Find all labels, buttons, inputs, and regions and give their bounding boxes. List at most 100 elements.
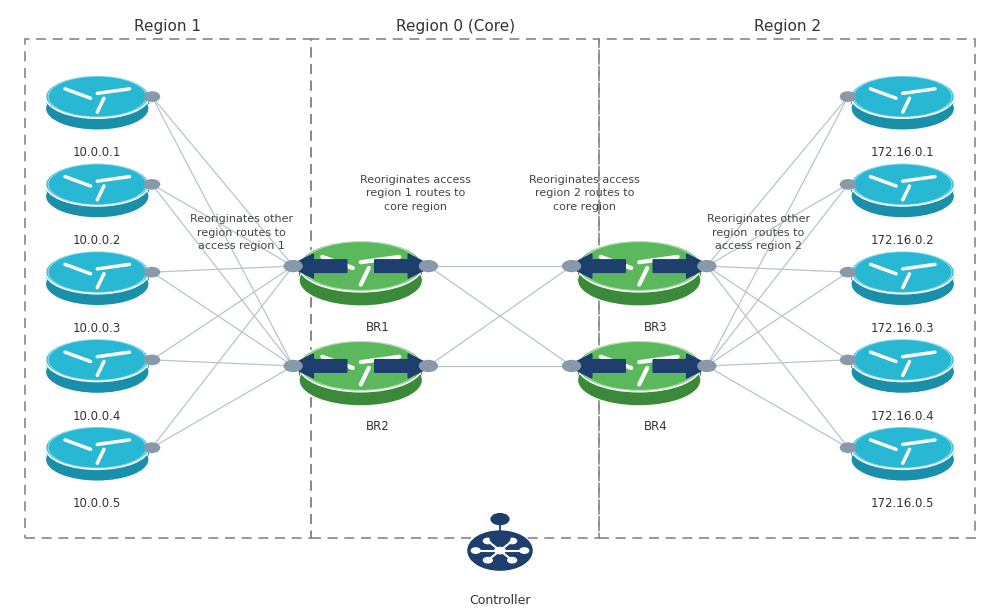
Ellipse shape (851, 426, 954, 469)
Circle shape (563, 360, 581, 371)
Circle shape (840, 267, 856, 276)
Polygon shape (375, 354, 432, 378)
Ellipse shape (851, 175, 954, 218)
Circle shape (468, 531, 532, 570)
Text: 172.16.0.4: 172.16.0.4 (871, 409, 935, 422)
Ellipse shape (46, 163, 149, 206)
Circle shape (840, 356, 856, 365)
Polygon shape (653, 354, 711, 378)
FancyBboxPatch shape (46, 97, 149, 109)
Text: BR4: BR4 (644, 421, 668, 433)
FancyBboxPatch shape (46, 447, 149, 460)
Text: Region 2: Region 2 (754, 19, 821, 34)
Text: Reoriginates access
region 1 routes to
core region: Reoriginates access region 1 routes to c… (360, 175, 471, 212)
Ellipse shape (46, 262, 149, 305)
Ellipse shape (851, 163, 954, 206)
Polygon shape (653, 254, 711, 278)
Ellipse shape (851, 350, 954, 394)
FancyBboxPatch shape (851, 185, 954, 196)
Ellipse shape (46, 426, 149, 469)
FancyBboxPatch shape (851, 360, 954, 371)
Circle shape (483, 538, 492, 544)
Circle shape (419, 360, 437, 371)
Ellipse shape (578, 254, 701, 306)
FancyBboxPatch shape (851, 447, 954, 460)
Ellipse shape (851, 75, 954, 118)
Ellipse shape (46, 350, 149, 394)
Polygon shape (568, 354, 625, 378)
Circle shape (698, 360, 716, 371)
Circle shape (495, 547, 505, 554)
Circle shape (284, 261, 302, 272)
Text: 172.16.0.1: 172.16.0.1 (871, 147, 935, 159)
Ellipse shape (851, 251, 954, 294)
Text: Reoriginates access
region 2 routes to
core region: Reoriginates access region 2 routes to c… (529, 175, 640, 212)
Ellipse shape (851, 87, 954, 130)
Ellipse shape (46, 87, 149, 130)
Text: 10.0.0.1: 10.0.0.1 (73, 147, 121, 159)
Polygon shape (289, 354, 347, 378)
Text: Region 1: Region 1 (134, 19, 201, 34)
FancyBboxPatch shape (299, 366, 422, 380)
FancyBboxPatch shape (299, 266, 422, 280)
Ellipse shape (578, 240, 701, 292)
Ellipse shape (46, 338, 149, 381)
Ellipse shape (851, 438, 954, 481)
FancyBboxPatch shape (851, 272, 954, 284)
Circle shape (840, 180, 856, 189)
Polygon shape (289, 254, 347, 278)
Text: 10.0.0.2: 10.0.0.2 (73, 234, 121, 247)
Text: 172.16.0.2: 172.16.0.2 (871, 234, 935, 247)
Ellipse shape (578, 354, 701, 406)
Circle shape (490, 533, 510, 544)
Ellipse shape (851, 262, 954, 305)
Circle shape (144, 443, 160, 452)
Circle shape (840, 92, 856, 101)
Circle shape (698, 261, 716, 272)
Ellipse shape (46, 175, 149, 218)
Text: Region 0 (Core): Region 0 (Core) (396, 19, 515, 34)
Ellipse shape (299, 340, 422, 392)
Ellipse shape (851, 338, 954, 381)
Text: 10.0.0.5: 10.0.0.5 (73, 497, 121, 510)
FancyBboxPatch shape (578, 366, 701, 380)
Polygon shape (375, 254, 432, 278)
Text: 10.0.0.4: 10.0.0.4 (73, 409, 121, 422)
Text: Reoriginates other
region  routes to
access region 2: Reoriginates other region routes to acce… (707, 214, 810, 251)
FancyBboxPatch shape (578, 266, 701, 280)
Circle shape (144, 180, 160, 189)
Text: Controller: Controller (469, 594, 531, 607)
Ellipse shape (46, 251, 149, 294)
Circle shape (491, 514, 509, 525)
Circle shape (144, 92, 160, 101)
FancyBboxPatch shape (46, 360, 149, 371)
Circle shape (483, 557, 492, 563)
Ellipse shape (46, 75, 149, 118)
Ellipse shape (46, 438, 149, 481)
Text: 172.16.0.5: 172.16.0.5 (871, 497, 935, 510)
Ellipse shape (299, 254, 422, 306)
Circle shape (508, 557, 517, 563)
Circle shape (840, 443, 856, 452)
Circle shape (563, 261, 581, 272)
Text: BR2: BR2 (366, 421, 390, 433)
Circle shape (508, 538, 517, 544)
Text: Reoriginates other
region routes to
access region 1: Reoriginates other region routes to acce… (190, 214, 293, 251)
Text: 172.16.0.3: 172.16.0.3 (871, 322, 935, 335)
Ellipse shape (578, 340, 701, 392)
Circle shape (144, 356, 160, 365)
Ellipse shape (299, 354, 422, 406)
Circle shape (419, 261, 437, 272)
Circle shape (284, 360, 302, 371)
Circle shape (144, 267, 160, 276)
Polygon shape (568, 254, 625, 278)
Ellipse shape (299, 240, 422, 292)
FancyBboxPatch shape (46, 272, 149, 284)
Circle shape (471, 548, 480, 554)
Text: 10.0.0.3: 10.0.0.3 (73, 322, 121, 335)
Bar (311, 39, 599, 538)
Text: BR1: BR1 (366, 321, 390, 333)
Bar (25, 39, 311, 538)
FancyBboxPatch shape (851, 97, 954, 109)
Circle shape (520, 548, 529, 554)
